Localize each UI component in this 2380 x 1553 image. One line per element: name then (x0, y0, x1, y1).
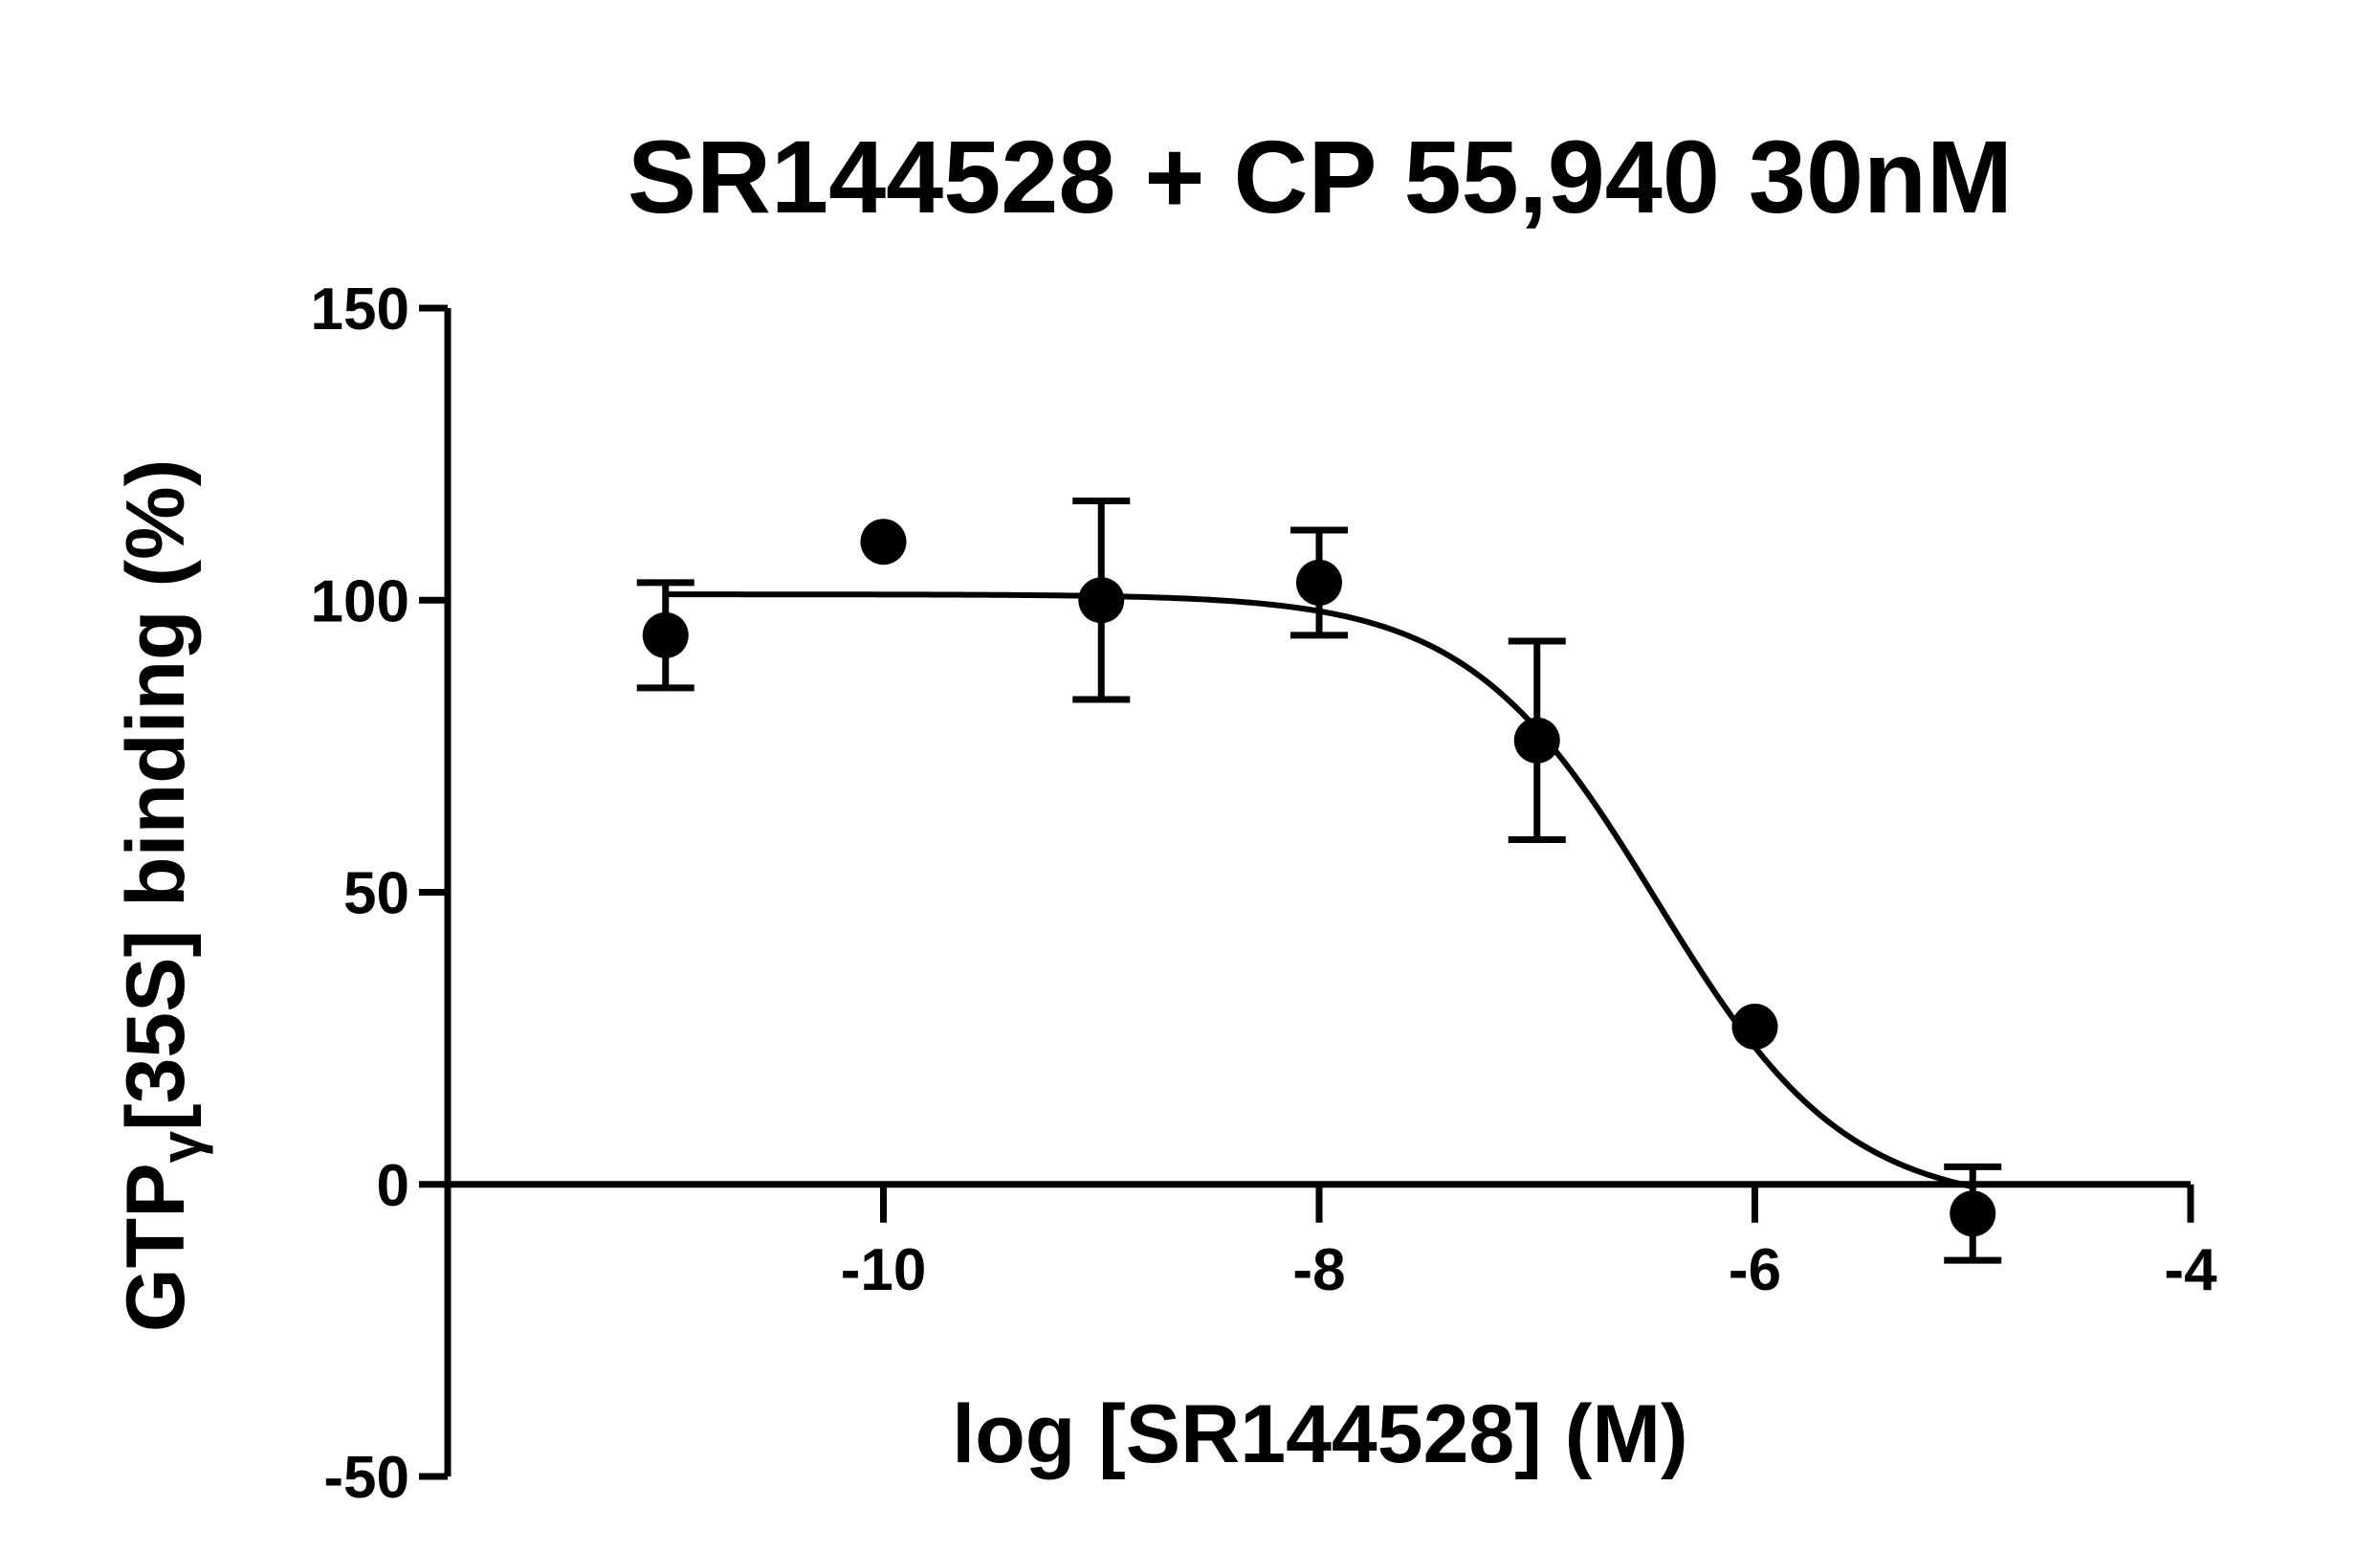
x-tick-label: -4 (2164, 1237, 2217, 1303)
data-point (1078, 577, 1125, 624)
x-tick-label: -10 (841, 1237, 927, 1303)
data-point (1731, 1003, 1778, 1050)
data-points (642, 519, 1996, 1237)
y-axis-label: GTPγ[35S] binding (%) (110, 459, 213, 1332)
error-bars (636, 497, 2002, 1264)
y-tick-label: 50 (343, 861, 409, 927)
y-axis-label-main: GTP (110, 1163, 202, 1332)
data-point (1513, 717, 1560, 764)
x-axis-label: log [SR144528] (M) (952, 1388, 1687, 1480)
data-point (860, 519, 907, 566)
y-axis-ticks: -50 0 50 100 150 (311, 277, 448, 1511)
y-tick-label: 100 (311, 568, 409, 634)
data-point (642, 611, 689, 658)
y-axis-label-sub: γ (149, 1130, 213, 1163)
data-point (1950, 1190, 1996, 1237)
x-axis-ticks: -10 -8 -6 -4 (841, 1184, 2217, 1303)
y-tick-label: 0 (377, 1153, 409, 1219)
y-tick-label: 150 (311, 277, 409, 343)
fit-curve (665, 591, 1973, 1190)
x-tick-label: -6 (1729, 1237, 1781, 1303)
y-axis-label-rest: [35S] binding (%) (110, 459, 202, 1131)
x-tick-label: -8 (1292, 1237, 1345, 1303)
data-point (1296, 559, 1342, 606)
chart-title: SR144528 + CP 55,940 30nM (628, 119, 2013, 234)
y-tick-label: -50 (323, 1445, 409, 1511)
